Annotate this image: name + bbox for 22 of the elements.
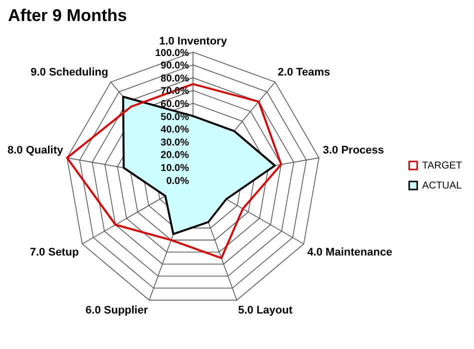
spoke-label: 7.0 Setup	[30, 246, 80, 259]
spoke-label: 9.0 Scheduling	[30, 66, 108, 78]
spoke-label: 3.0 Process	[322, 144, 384, 157]
chart-title: After 9 Months	[8, 6, 127, 26]
y-tick-label: 50.0%	[160, 112, 190, 123]
spoke-label: 5.0 Layout	[238, 304, 293, 317]
y-tick-label: 10.0%	[160, 162, 190, 174]
spoke-label: 1.0 Inventory	[159, 36, 228, 48]
y-tick-label: 40.0%	[160, 124, 190, 136]
y-tick-label: 90.0%	[160, 60, 190, 72]
spoke-label: 4.0 Maintenance	[307, 246, 392, 259]
spoke-label: 6.0 Supplier	[86, 304, 149, 317]
y-tick-label: 30.0%	[160, 137, 190, 148]
y-tick-label: 60.0%	[160, 99, 190, 110]
legend-label: ACTUAL	[422, 180, 462, 192]
y-tick-label: 20.0%	[160, 150, 190, 162]
y-tick-label: 0.0%	[166, 176, 190, 187]
spoke-label: 8.0 Quality	[7, 144, 64, 157]
spoke-label: 2.0 Teams	[278, 66, 330, 78]
y-tick-label: 80.0%	[160, 73, 190, 84]
y-tick-label: 100.0%	[155, 48, 190, 59]
legend-label: TARGET	[422, 160, 462, 172]
